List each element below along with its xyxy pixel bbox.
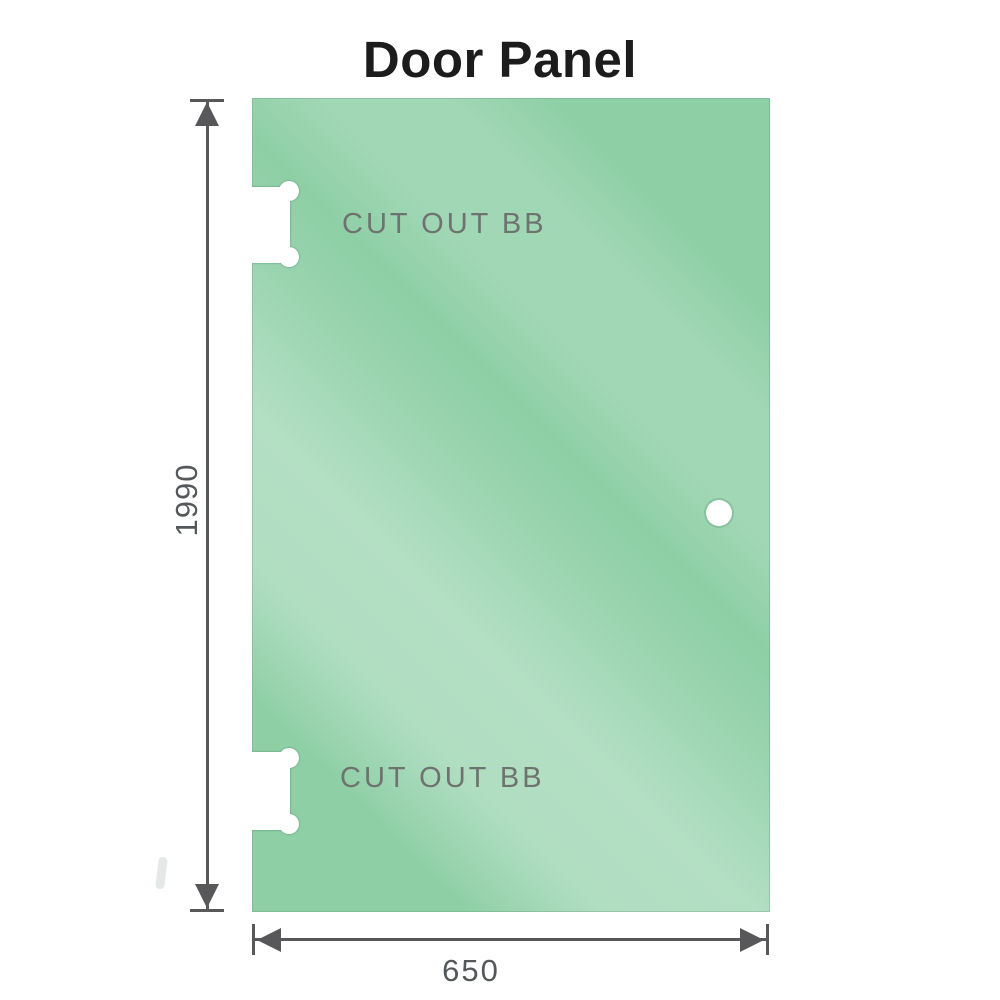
glass-panel: CUT OUT BB CUT OUT BB (252, 98, 770, 912)
hinge-cutout-top-lobe-upper (279, 181, 299, 201)
hinge-cutout-top-lobe-lower (279, 247, 299, 267)
width-dimension-cap-left (252, 924, 255, 955)
page-title: Door Panel (362, 31, 638, 88)
height-dimension-cap-bottom (190, 909, 224, 912)
arrow-left-icon (257, 928, 281, 952)
width-dimension-value: 650 (442, 953, 500, 988)
width-dimension-cap-right (766, 924, 769, 955)
arrow-up-icon (195, 102, 219, 126)
cutout-label-bottom: CUT OUT BB (340, 762, 545, 794)
height-dimension-value: 1990 (169, 463, 204, 537)
background-smudge (155, 856, 168, 890)
arrow-down-icon (195, 884, 219, 908)
hinge-cutout-bottom-lobe-lower (279, 814, 299, 834)
height-dimension-cap-top (190, 99, 224, 102)
hinge-cutout-bottom-lobe-upper (279, 748, 299, 768)
width-dimension-line (254, 938, 768, 941)
cutout-label-top: CUT OUT BB (342, 208, 547, 240)
height-dimension-line (206, 100, 209, 911)
handle-hole (706, 500, 732, 526)
arrow-right-icon (740, 928, 764, 952)
